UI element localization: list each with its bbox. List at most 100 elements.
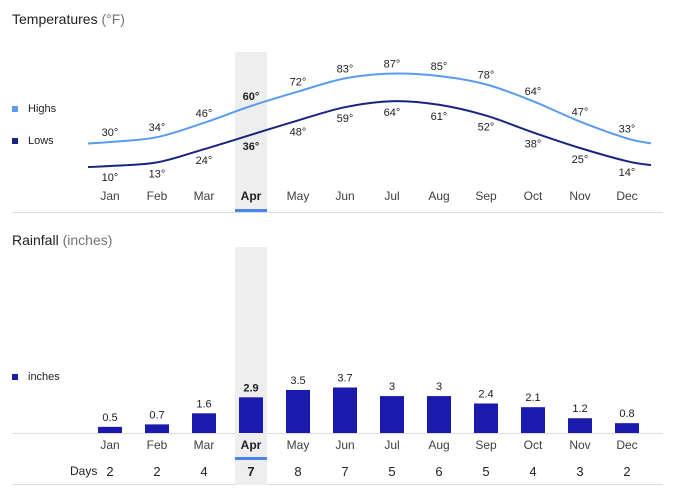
rainfall-axis-line (12, 433, 663, 434)
temperatures-title: Temperatures (°F) (12, 11, 125, 27)
temperatures-month-apr: Apr (241, 189, 262, 203)
rainfall-label-feb: 0.7 (149, 409, 164, 421)
highs-label-sep: 78° (478, 69, 495, 81)
lows-label-aug: 61° (431, 111, 448, 123)
legend-lows-swatch (12, 138, 18, 144)
highs-label-nov: 47° (572, 107, 589, 119)
rainfall-month-may: May (287, 438, 310, 452)
lows-label-jun: 59° (337, 113, 354, 125)
rainfall-bar-jan (98, 426, 122, 433)
lows-label-jul: 64° (384, 107, 401, 119)
legend-highs-swatch (12, 106, 18, 112)
rainfall-month-jan: Jan (100, 438, 119, 452)
rainfall-month-mar: Mar (194, 438, 215, 452)
rainfall-month-jul: Jul (384, 438, 399, 452)
selected-month-underline-temperatures (235, 209, 267, 212)
rainfall-bar-jun (333, 387, 357, 433)
rainfall-bottom-divider (12, 484, 663, 485)
temperatures-month-jun: Jun (335, 189, 354, 203)
highs-label-jan: 30° (102, 127, 119, 139)
days-value-aug: 6 (435, 464, 442, 479)
rainfall-unit: (inches) (62, 232, 113, 248)
lows-label-feb: 13° (149, 168, 166, 180)
rainfall-label-sep: 2.4 (478, 388, 493, 400)
rainfall-label-dec: 0.8 (619, 408, 634, 420)
days-value-jan: 2 (106, 464, 113, 479)
days-value-sep: 5 (482, 464, 489, 479)
highs-label-dec: 33° (619, 123, 636, 135)
highs-label-jun: 83° (337, 63, 354, 75)
temperatures-month-mar: Mar (194, 189, 215, 203)
highs-label-mar: 46° (196, 108, 213, 120)
rainfall-bar-jul (380, 396, 404, 433)
rainfall-label-oct: 2.1 (525, 392, 540, 404)
rainfall-bar-oct (521, 407, 545, 433)
temperatures-month-may: May (287, 189, 310, 203)
highs-label-may: 72° (290, 77, 307, 89)
highs-label-apr: 60° (243, 91, 260, 103)
rainfall-bar-feb (145, 424, 169, 433)
rainfall-label-jul: 3 (389, 381, 395, 393)
highs-label-jul: 87° (384, 59, 401, 71)
rainfall-bar-dec (615, 423, 639, 433)
lows-label-mar: 24° (196, 155, 213, 167)
temperatures-month-jul: Jul (384, 189, 399, 203)
rainfall-bar-may (286, 389, 310, 433)
days-row-label: Days (70, 464, 97, 478)
rainfall-month-aug: Aug (428, 438, 449, 452)
rainfall-bar-nov (568, 418, 592, 433)
legend-highs-label: Highs (28, 103, 57, 115)
selected-month-band-rainfall (235, 247, 267, 485)
temperatures-month-dec: Dec (616, 189, 637, 203)
legend-highs: Highs (12, 103, 56, 115)
lows-label-jan: 10° (102, 172, 119, 184)
days-value-jul: 5 (388, 464, 395, 479)
lows-line (87, 100, 652, 169)
days-value-nov: 3 (576, 464, 583, 479)
temperatures-month-sep: Sep (475, 189, 497, 203)
rainfall-title: Rainfall (inches) (12, 232, 112, 248)
days-value-dec: 2 (623, 464, 630, 479)
selected-month-underline-days (235, 457, 267, 460)
rainfall-month-jun: Jun (335, 438, 354, 452)
legend-lows-label: Lows (28, 135, 54, 147)
rainfall-label-apr: 2.9 (243, 382, 258, 394)
days-value-oct: 4 (529, 464, 536, 479)
days-value-may: 8 (294, 464, 301, 479)
rainfall-month-dec: Dec (616, 438, 637, 452)
lows-label-oct: 38° (525, 138, 542, 150)
temperatures-divider (12, 212, 663, 213)
temperatures-month-jan: Jan (100, 189, 119, 203)
rainfall-label-mar: 1.6 (196, 398, 211, 410)
highs-label-oct: 64° (525, 86, 542, 98)
rainfall-month-oct: Oct (524, 438, 543, 452)
lows-label-may: 48° (290, 126, 307, 138)
rainfall-bar-aug (427, 396, 451, 433)
highs-label-aug: 85° (431, 61, 448, 73)
highs-line (87, 72, 652, 145)
lows-label-apr: 36° (243, 141, 260, 153)
rainfall-bar-apr (239, 397, 263, 433)
days-value-apr: 7 (247, 464, 254, 479)
days-value-mar: 4 (200, 464, 207, 479)
temperatures-title-text: Temperatures (12, 11, 98, 27)
highs-label-feb: 34° (149, 122, 166, 134)
temperatures-month-aug: Aug (428, 189, 449, 203)
legend-inches-swatch (12, 374, 18, 380)
rainfall-label-jun: 3.7 (337, 372, 352, 384)
legend-lows: Lows (12, 135, 54, 147)
legend-inches-label: inches (28, 371, 60, 383)
rainfall-month-apr: Apr (241, 438, 262, 452)
legend-inches: inches (12, 371, 60, 383)
days-value-feb: 2 (153, 464, 160, 479)
lows-label-nov: 25° (572, 154, 589, 166)
rainfall-title-text: Rainfall (12, 232, 59, 248)
rainfall-label-nov: 1.2 (572, 403, 587, 415)
rainfall-label-aug: 3 (436, 381, 442, 393)
temperatures-unit: (°F) (101, 11, 125, 27)
rainfall-bar-sep (474, 403, 498, 433)
rainfall-month-feb: Feb (147, 438, 168, 452)
rainfall-month-nov: Nov (569, 438, 590, 452)
rainfall-label-jan: 0.5 (102, 412, 117, 424)
